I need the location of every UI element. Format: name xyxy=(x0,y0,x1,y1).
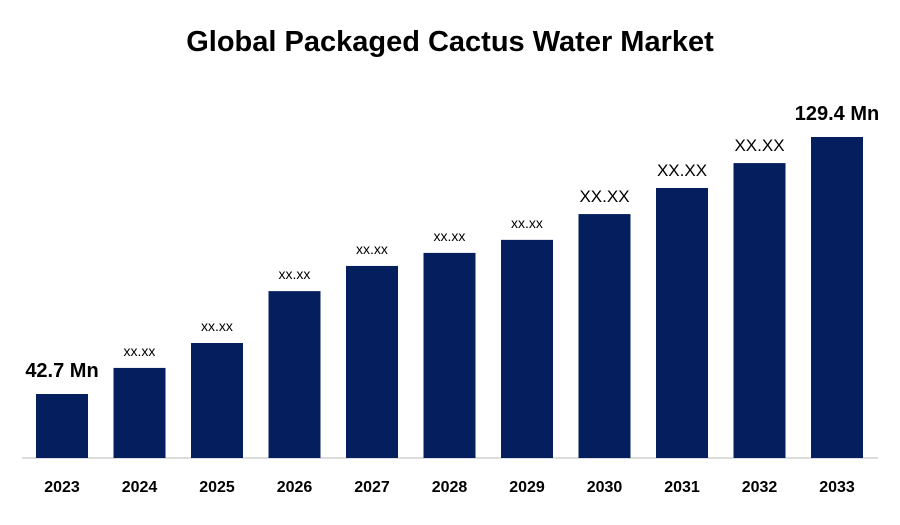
value-label: XX.XX xyxy=(734,136,784,155)
value-label: XX.XX xyxy=(579,187,629,206)
x-tick-label: 2032 xyxy=(742,479,778,496)
value-label: XX.XX xyxy=(657,161,707,180)
x-tick-label: 2030 xyxy=(587,479,623,496)
value-label: xx.xx xyxy=(356,241,388,257)
x-tick-label: 2029 xyxy=(509,479,545,496)
x-tick-label: 2031 xyxy=(664,479,700,496)
bar xyxy=(346,265,398,458)
value-label: xx.xx xyxy=(279,266,311,282)
bar xyxy=(268,291,321,458)
value-label: xx.xx xyxy=(201,318,233,334)
value-label: xx.xx xyxy=(511,215,543,231)
x-tick-label: 2033 xyxy=(819,479,855,496)
bar xyxy=(36,394,88,458)
bar xyxy=(733,163,786,458)
bar xyxy=(191,343,243,458)
x-tick-label: 2027 xyxy=(354,479,390,496)
bar xyxy=(113,367,166,458)
value-label: xx.xx xyxy=(434,228,466,244)
bar xyxy=(423,252,476,458)
bar xyxy=(501,239,553,458)
bar xyxy=(578,214,631,458)
chart-title: Global Packaged Cactus Water Market xyxy=(186,26,714,58)
x-tick-label: 2025 xyxy=(199,479,235,496)
x-tick-label: 2026 xyxy=(277,479,313,496)
x-tick-label: 2028 xyxy=(432,479,468,496)
x-tick-label: 2024 xyxy=(122,479,158,496)
x-tick-label: 2023 xyxy=(44,479,80,496)
value-label: 129.4 Mn xyxy=(795,103,879,125)
value-label: 42.7 Mn xyxy=(25,360,98,382)
bar xyxy=(656,187,708,459)
value-label: xx.xx xyxy=(124,343,156,359)
bar xyxy=(811,137,863,458)
